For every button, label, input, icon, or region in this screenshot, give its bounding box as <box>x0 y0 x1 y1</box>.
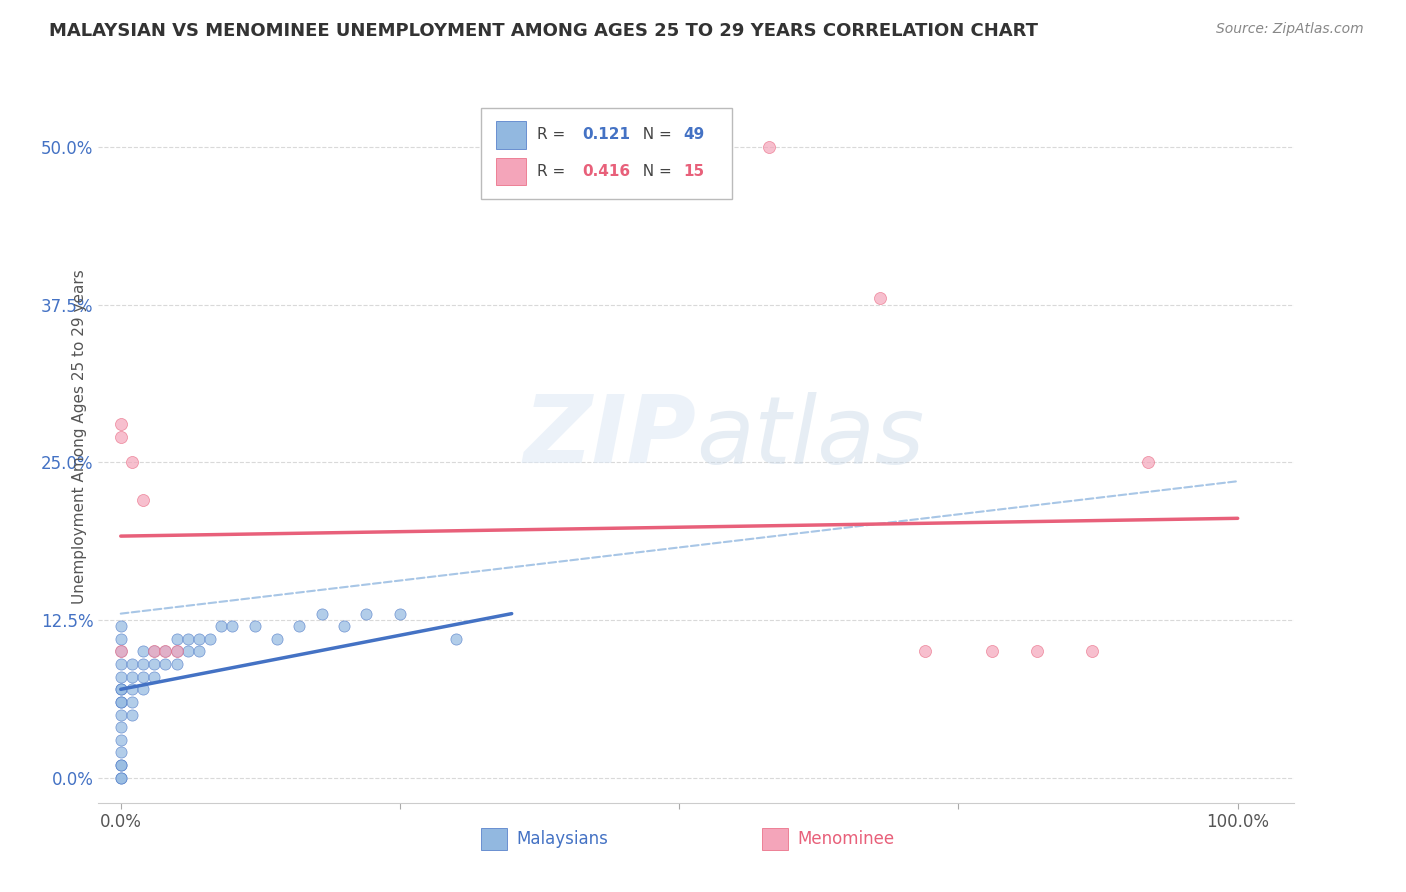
Point <box>110 758 132 772</box>
Point <box>121 657 143 671</box>
Point <box>110 657 132 671</box>
Point <box>155 657 177 671</box>
Point <box>110 720 132 734</box>
Point <box>333 619 356 633</box>
Text: ZIP: ZIP <box>523 391 696 483</box>
Point <box>110 682 132 697</box>
Point <box>110 695 132 709</box>
Point <box>110 670 132 684</box>
Point <box>110 771 132 785</box>
Text: Menominee: Menominee <box>797 830 894 848</box>
Point <box>166 657 188 671</box>
Text: 15: 15 <box>683 164 704 179</box>
Point <box>209 619 232 633</box>
Point <box>143 644 166 658</box>
Point <box>110 695 132 709</box>
Point <box>869 291 891 305</box>
Point <box>758 140 780 154</box>
Text: MALAYSIAN VS MENOMINEE UNEMPLOYMENT AMONG AGES 25 TO 29 YEARS CORRELATION CHART: MALAYSIAN VS MENOMINEE UNEMPLOYMENT AMON… <box>49 22 1038 40</box>
Point <box>187 644 209 658</box>
Point <box>187 632 209 646</box>
Point <box>110 417 132 432</box>
Text: atlas: atlas <box>696 392 924 483</box>
Bar <box>496 158 526 186</box>
FancyBboxPatch shape <box>481 108 733 200</box>
Point <box>1081 644 1104 658</box>
Point <box>311 607 333 621</box>
Point <box>221 619 243 633</box>
Point <box>110 644 132 658</box>
Point <box>132 657 155 671</box>
Point <box>288 619 311 633</box>
Point <box>132 644 155 658</box>
Point <box>121 695 143 709</box>
Text: 49: 49 <box>683 128 704 143</box>
Point <box>143 644 166 658</box>
Point <box>243 619 266 633</box>
Point <box>198 632 221 646</box>
Y-axis label: Unemployment Among Ages 25 to 29 years: Unemployment Among Ages 25 to 29 years <box>72 269 87 605</box>
Point <box>110 632 132 646</box>
Point <box>110 771 132 785</box>
Bar <box>496 121 526 149</box>
Point <box>155 644 177 658</box>
Point <box>110 732 132 747</box>
Point <box>914 644 936 658</box>
Point <box>143 657 166 671</box>
Point <box>266 632 288 646</box>
Point <box>132 670 155 684</box>
Bar <box>762 829 787 850</box>
Text: 0.121: 0.121 <box>582 128 630 143</box>
Point <box>110 707 132 722</box>
Point <box>388 607 411 621</box>
Point <box>132 493 155 508</box>
Point <box>110 619 132 633</box>
Point <box>110 682 132 697</box>
Point <box>155 644 177 658</box>
Text: R =: R = <box>537 164 571 179</box>
Text: Malaysians: Malaysians <box>517 830 609 848</box>
Bar <box>481 829 508 850</box>
Point <box>121 455 143 469</box>
Point <box>143 670 166 684</box>
Point <box>166 632 188 646</box>
Point <box>110 430 132 444</box>
Point <box>981 644 1004 658</box>
Point <box>121 682 143 697</box>
Text: 0.416: 0.416 <box>582 164 630 179</box>
Point <box>177 632 200 646</box>
Point <box>110 758 132 772</box>
Text: N =: N = <box>633 128 676 143</box>
Text: R =: R = <box>537 128 571 143</box>
Point <box>1137 455 1160 469</box>
Point <box>121 707 143 722</box>
Point <box>177 644 200 658</box>
Point <box>1025 644 1047 658</box>
Point <box>444 632 467 646</box>
Text: N =: N = <box>633 164 676 179</box>
Point <box>166 644 188 658</box>
Point <box>121 670 143 684</box>
Point <box>110 745 132 759</box>
Point <box>166 644 188 658</box>
Point <box>110 644 132 658</box>
Point <box>356 607 378 621</box>
Point <box>132 682 155 697</box>
Text: Source: ZipAtlas.com: Source: ZipAtlas.com <box>1216 22 1364 37</box>
